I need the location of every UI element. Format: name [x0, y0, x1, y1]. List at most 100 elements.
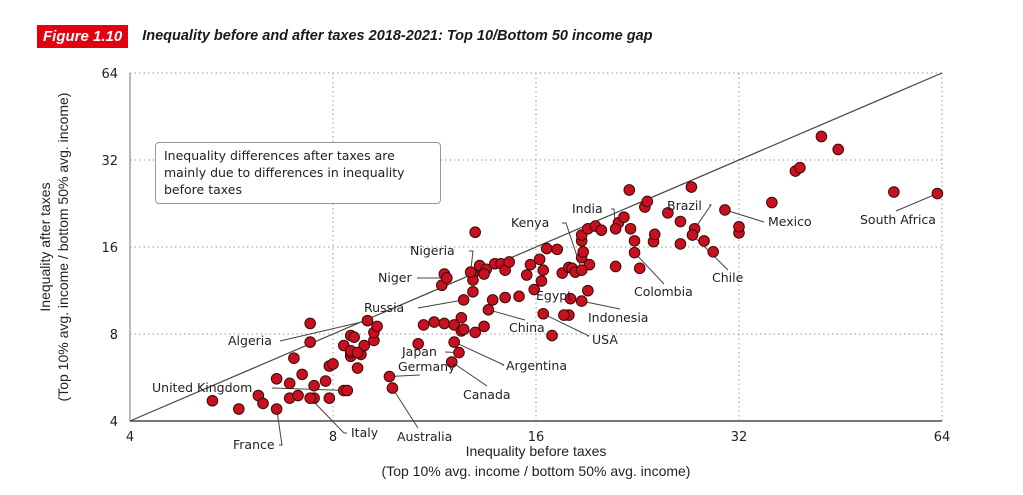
- data-point: [478, 268, 490, 280]
- data-point-australia: [386, 382, 399, 394]
- data-point: [641, 195, 654, 208]
- data-point: [662, 207, 674, 219]
- country-label: South Africa: [860, 212, 936, 227]
- x-tick-label: 8: [329, 430, 337, 445]
- data-point: [270, 372, 283, 385]
- annotation-box: Inequality differences after taxes are m…: [155, 142, 441, 204]
- data-point: [733, 220, 745, 233]
- country-label: Germany: [398, 359, 456, 374]
- data-point-south-africa: [931, 187, 944, 200]
- data-point: [296, 368, 308, 381]
- data-point: [674, 238, 687, 250]
- y-tick-label: 64: [101, 67, 118, 82]
- country-label: United Kingdom: [152, 380, 252, 395]
- data-point: [623, 184, 636, 196]
- leader-line: [895, 193, 938, 212]
- data-point-nigeria: [464, 266, 477, 278]
- data-point: [292, 389, 304, 402]
- data-point: [371, 320, 383, 333]
- data-point: [206, 394, 219, 407]
- data-point: [348, 331, 360, 343]
- data-point-chile: [686, 229, 699, 241]
- country-label: Chile: [712, 270, 744, 285]
- figure-title: Inequality before and after taxes 2018-2…: [142, 28, 653, 44]
- data-point-china: [482, 304, 495, 316]
- data-point-niger: [441, 272, 453, 284]
- y-axis-title: Inequality after taxes: [37, 182, 53, 311]
- data-point: [582, 284, 594, 297]
- data-point: [674, 215, 687, 228]
- equality-reference-line: [129, 72, 943, 422]
- country-label: Algeria: [228, 333, 272, 348]
- leader-line: [694, 204, 712, 230]
- data-point: [323, 392, 336, 404]
- leader-line: [542, 313, 590, 337]
- y-tick-label: 16: [101, 241, 118, 256]
- country-label: Kenya: [511, 215, 549, 230]
- y-tick-label: 8: [110, 328, 118, 343]
- data-point: [546, 329, 558, 342]
- data-point: [417, 319, 430, 331]
- data-points: [206, 130, 944, 415]
- data-point: [698, 235, 710, 247]
- data-point: [304, 336, 316, 348]
- data-point: [595, 224, 608, 236]
- data-point-usa: [537, 307, 550, 320]
- data-point-united-kingdom: [341, 384, 354, 397]
- data-point-japan: [453, 346, 465, 359]
- y-tick-label: 4: [110, 415, 118, 430]
- data-point-kenya: [575, 264, 588, 276]
- data-point: [618, 211, 630, 223]
- data-point-algeria: [361, 314, 374, 327]
- data-point: [455, 312, 468, 324]
- country-label: Niger: [378, 270, 412, 285]
- leader-line: [391, 387, 419, 429]
- data-point: [648, 228, 661, 241]
- data-point: [257, 397, 269, 410]
- data-point: [520, 269, 533, 281]
- y-tick-label: 32: [101, 154, 118, 169]
- country-label: Argentina: [506, 358, 567, 373]
- data-point: [304, 317, 316, 330]
- leader-line: [469, 250, 474, 273]
- data-point: [628, 235, 641, 247]
- country-label: Mexico: [768, 214, 812, 229]
- data-point: [358, 339, 371, 352]
- data-point-france: [270, 403, 283, 415]
- label-leader-lines: [271, 193, 938, 446]
- leader-line: [581, 300, 621, 310]
- country-label: India: [572, 201, 603, 216]
- data-point: [564, 292, 577, 305]
- country-label: Indonesia: [588, 310, 648, 325]
- data-point: [513, 290, 525, 303]
- axes: [129, 72, 943, 422]
- data-point-indonesia: [575, 295, 588, 307]
- data-point: [308, 379, 320, 392]
- leader-line: [488, 309, 526, 321]
- data-point: [888, 186, 900, 198]
- leader-line: [276, 408, 283, 446]
- leader-line: [634, 252, 665, 285]
- data-point-colombia: [628, 246, 641, 259]
- data-point-canada: [445, 356, 458, 368]
- data-point: [609, 260, 622, 273]
- data-point: [685, 181, 698, 193]
- y-axis-subtitle: (Top 10% avg. income / bottom 50% avg. i…: [55, 93, 71, 402]
- data-point: [577, 245, 590, 258]
- data-point-egypt: [528, 283, 540, 296]
- data-point-russia: [457, 294, 470, 306]
- x-tick-label: 16: [528, 430, 545, 445]
- data-point: [707, 245, 719, 258]
- leader-line: [309, 397, 347, 434]
- x-tick-label: 64: [934, 430, 951, 445]
- country-label: Nigeria: [410, 243, 455, 258]
- data-point: [633, 262, 646, 275]
- leader-line: [562, 222, 583, 271]
- data-point: [503, 256, 515, 268]
- data-point: [540, 242, 553, 255]
- data-point-india: [609, 222, 622, 235]
- data-point: [351, 362, 364, 374]
- data-point: [457, 323, 470, 336]
- data-point: [551, 243, 563, 256]
